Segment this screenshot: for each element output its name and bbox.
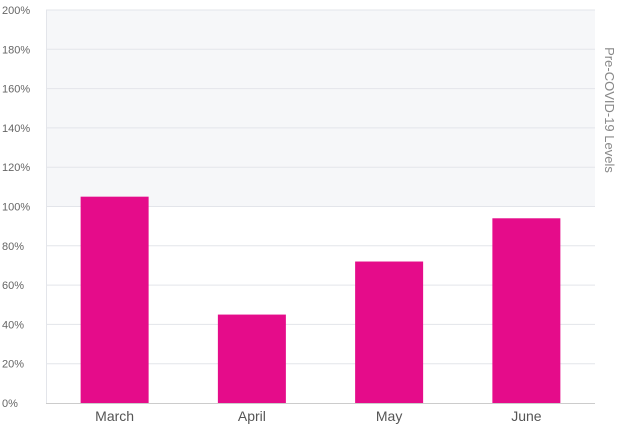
x-tick-label: April xyxy=(238,408,266,424)
bar-june xyxy=(492,218,561,403)
x-axis-labels: March April May June xyxy=(95,408,542,424)
y-tick-label: 20% xyxy=(2,359,24,371)
y-tick-label: 0% xyxy=(2,398,18,410)
y-tick-label: 80% xyxy=(2,241,24,253)
bar-march xyxy=(80,196,149,403)
bar-april xyxy=(217,314,286,403)
y-axis-ticks: 0% 20% 40% 60% 80% 100% 120% 140% 160% 180% 200% xyxy=(2,5,30,410)
x-tick-label: May xyxy=(376,408,402,424)
y-tick-label: 160% xyxy=(2,84,30,96)
bar-may xyxy=(355,261,424,403)
y-tick-label: 180% xyxy=(2,44,30,56)
x-tick-label: March xyxy=(95,408,134,424)
x-tick-label: June xyxy=(511,408,542,424)
y-tick-label: 140% xyxy=(2,123,30,135)
y-tick-label: 120% xyxy=(2,162,30,174)
y-tick-label: 100% xyxy=(2,202,30,214)
pre-covid-band xyxy=(46,10,595,207)
band-label: Pre-COVID-19 Levels xyxy=(602,47,617,173)
bars xyxy=(80,196,561,403)
y-tick-label: 60% xyxy=(2,280,24,292)
y-tick-label: 200% xyxy=(2,5,30,17)
y-tick-label: 40% xyxy=(2,319,24,331)
